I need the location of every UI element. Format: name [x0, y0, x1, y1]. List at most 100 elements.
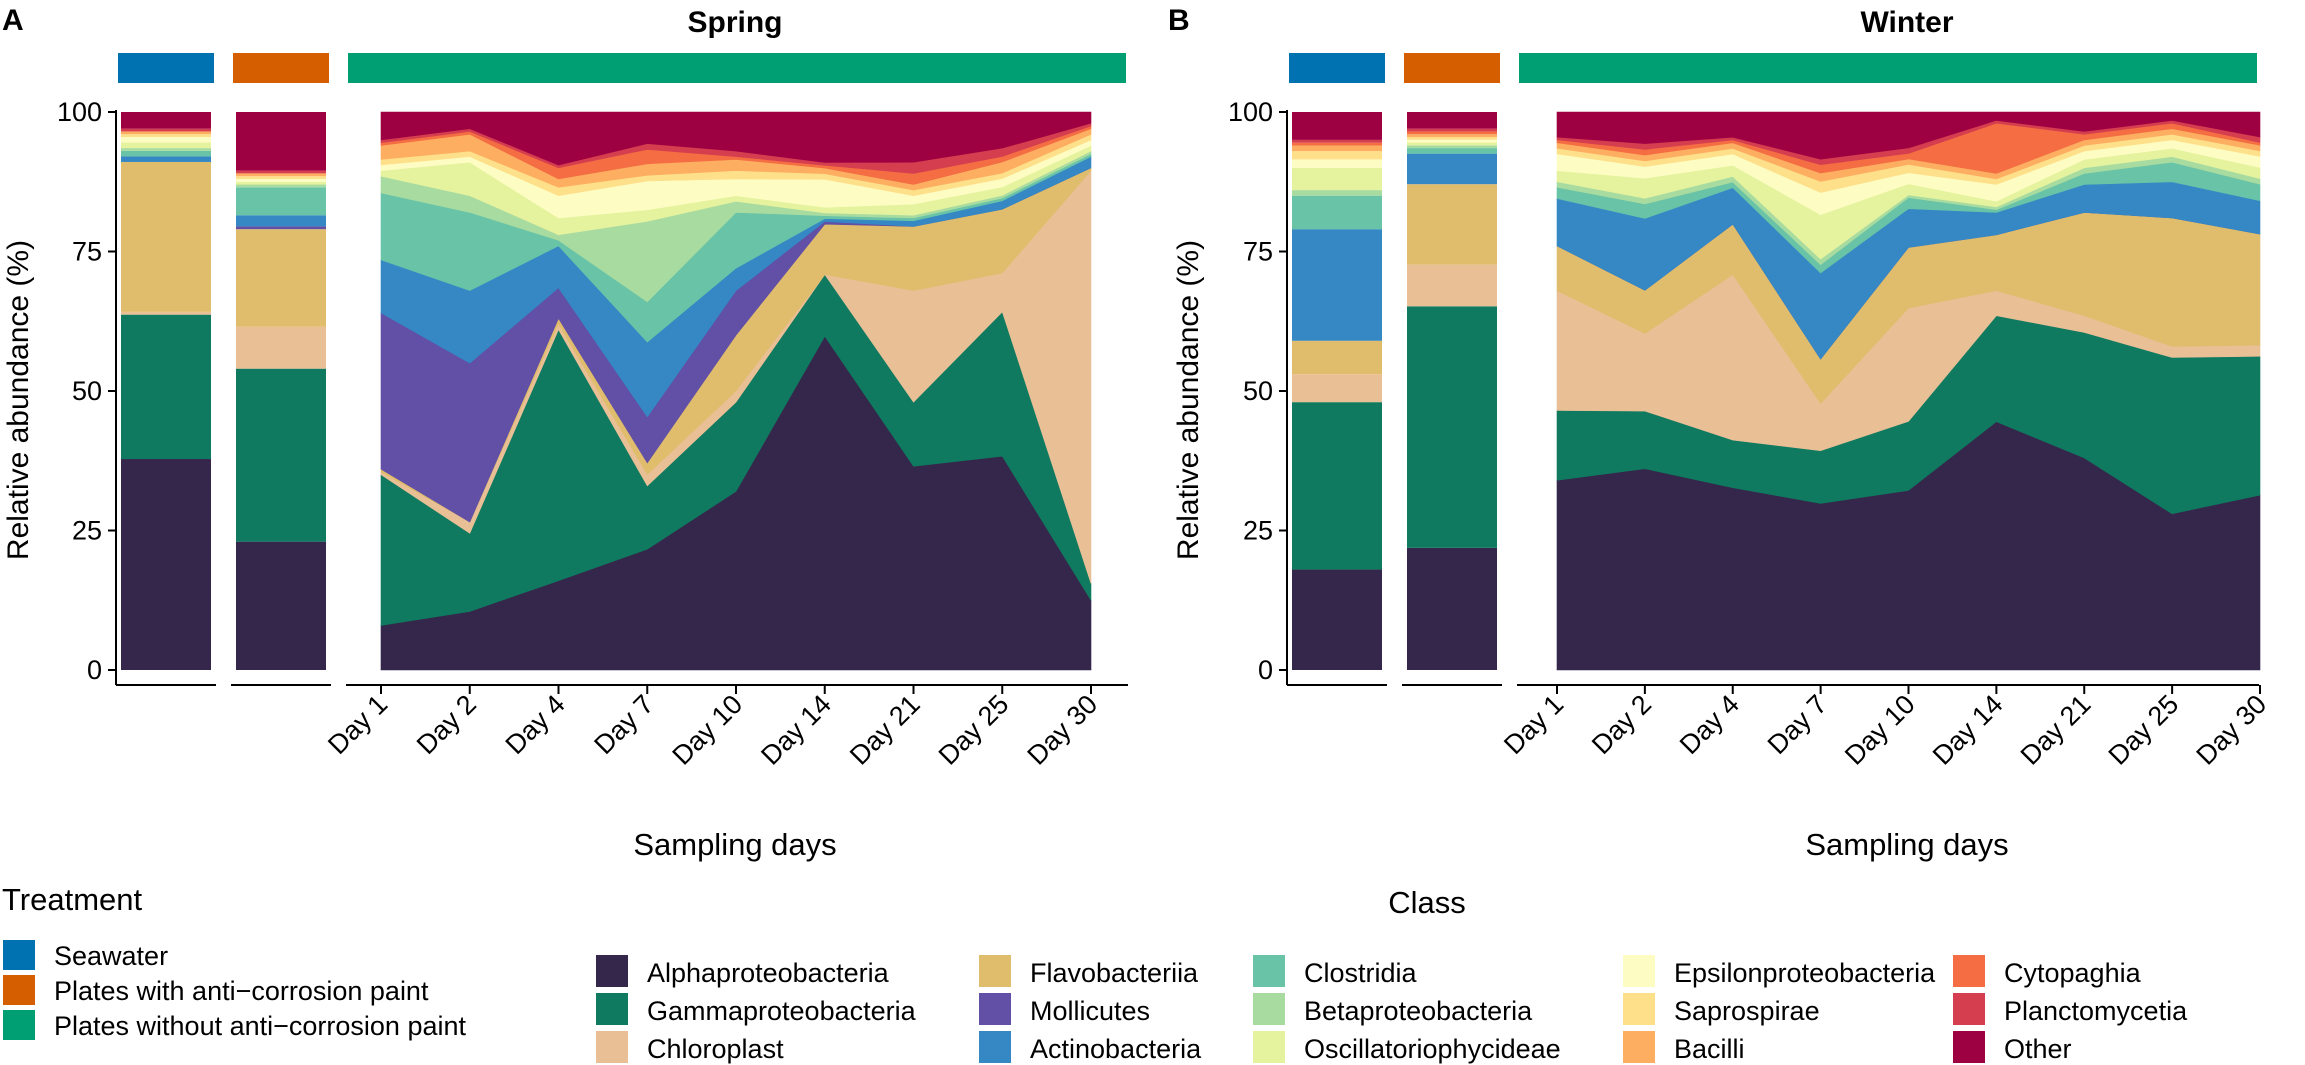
bar-seawater-clostridia — [1292, 195, 1382, 230]
strip-unpainted-b — [1519, 53, 2257, 83]
legend-label-class: Cytopaghia — [2004, 958, 2142, 988]
bar-painted-oscillatoriophycideae — [1407, 142, 1497, 146]
bar-seawater-planctomycetia — [1292, 139, 1382, 143]
bar-seawater-clostridia — [121, 150, 211, 157]
bar-seawater-saprospirae — [121, 134, 211, 137]
bar-painted-gammaproteobacteria — [1407, 306, 1497, 548]
x-tick-label: Day 14 — [755, 689, 837, 771]
bar-seawater-planctomycetia — [121, 128, 211, 132]
legend-label-class: Saprospirae — [1674, 996, 1820, 1026]
y-tick-label: 50 — [72, 376, 102, 406]
bar-painted-clostridia — [1407, 148, 1497, 154]
bar-painted-oscillatoriophycideae — [236, 181, 326, 185]
legend-key-class — [1623, 993, 1655, 1025]
bar-seawater-cytopaghia — [1292, 142, 1382, 146]
x-tick-label: Day 14 — [1927, 689, 2009, 771]
bar-seawater-betaproteobacteria — [1292, 190, 1382, 196]
bar-seawater-saprospirae — [1292, 151, 1382, 160]
areas-winter — [1556, 111, 2261, 671]
legend-label-class: Gammaproteobacteria — [647, 996, 917, 1026]
bar-painted-saprospirae — [236, 176, 326, 179]
y-tick-label: 25 — [1243, 516, 1273, 546]
panel-title-spring: Spring — [688, 6, 783, 39]
bar-painted-clostridia — [236, 187, 326, 216]
bar-painted-flavobacteriia — [236, 229, 326, 327]
legend-treatment-title: Treatment — [2, 882, 143, 917]
bar-painted-epsilonproteobacteria — [1407, 139, 1497, 143]
legend-label-class: Betaproteobacteria — [1304, 996, 1533, 1026]
legend-class-items: Alphaproteobacteria Gammaproteobacteria Ch… — [596, 955, 2188, 1064]
legend-key-treatment — [3, 1010, 35, 1040]
x-tick-label: Day 1 — [1498, 689, 1569, 760]
x-tick-label: Day 25 — [933, 689, 1015, 771]
bars-winter — [1292, 112, 1497, 670]
bar-painted-betaproteobacteria — [1407, 145, 1497, 149]
x-axis-title-b: Sampling days — [1805, 827, 2008, 862]
x-tick-label: Day 10 — [667, 689, 749, 771]
bar-seawater-other — [1292, 112, 1382, 140]
legend-label-class: Other — [2004, 1034, 2072, 1064]
legend-label-class: Alphaproteobacteria — [647, 958, 890, 988]
x-tick-label: Day 21 — [844, 689, 926, 771]
strip-seawater-b — [1289, 53, 1385, 83]
y-tick-label: 75 — [1243, 237, 1273, 267]
legend-key-class — [979, 1031, 1011, 1063]
y-tick-label: 100 — [57, 97, 102, 127]
y-axis-title-a: Relative abundance (%) — [2, 240, 35, 560]
panel-title-winter: Winter — [1860, 6, 1953, 39]
y-axis-title-b: Relative abundance (%) — [1172, 240, 1205, 560]
bar-painted-planctomycetia — [1407, 128, 1497, 132]
legend-key-class — [1953, 1031, 1985, 1063]
bar-painted-alphaproteobacteria — [1407, 547, 1497, 670]
y-tick-label: 25 — [72, 516, 102, 546]
legend-label-class: Actinobacteria — [1030, 1034, 1202, 1064]
x-tick-label: Day 30 — [2191, 689, 2273, 771]
legend-key-class — [1623, 1031, 1655, 1063]
bar-painted-other — [236, 112, 326, 171]
x-axis-title-a: Sampling days — [633, 827, 836, 862]
bar-seawater-oscillatoriophycideae — [121, 142, 211, 149]
bar-painted-alphaproteobacteria — [236, 541, 326, 670]
bar-painted-cytopaghia — [1407, 131, 1497, 135]
x-tick-label: Day 4 — [500, 689, 571, 760]
bar-seawater-chloroplast — [121, 311, 211, 315]
x-tick-label: Day 10 — [1839, 689, 1921, 771]
legend-key-class — [979, 955, 1011, 987]
y-tick-label: 0 — [1258, 655, 1273, 685]
bar-painted-bacilli — [1407, 134, 1497, 137]
legend-label-class: Chloroplast — [647, 1034, 784, 1064]
x-ticks-spring: Day 1 Day 2 Day 4 Day 7 Day 10 Day 14 Day 21 Da… — [322, 685, 1103, 771]
bar-seawater-gammaproteobacteria — [1292, 402, 1382, 570]
legend-label-class: Oscillatoriophycideae — [1304, 1034, 1561, 1064]
legend-key-class — [596, 993, 628, 1025]
bar-seawater-flavobacteriia — [1292, 340, 1382, 375]
bar-painted-bacilli — [236, 173, 326, 177]
legend-label-treatment: Plates with anti−corrosion paint — [54, 976, 429, 1006]
legend-key-class — [1253, 955, 1285, 987]
legend-key-class — [596, 955, 628, 987]
bar-seawater-gammaproteobacteria — [121, 314, 211, 460]
bar-seawater-actinobacteria — [1292, 229, 1382, 341]
y-tick-label: 75 — [72, 237, 102, 267]
x-tick-label: Day 2 — [411, 689, 482, 760]
legend-class: Class Alphaproteobacteria Gammaproteobact… — [596, 885, 2188, 1064]
x-tick-label: Day 7 — [1762, 689, 1833, 760]
bar-painted-chloroplast — [1407, 264, 1497, 307]
bar-seawater-betaproteobacteria — [121, 148, 211, 151]
x-tick-label: Day 21 — [2015, 689, 2097, 771]
legend-key-class — [596, 1031, 628, 1063]
x-tick-label: Day 4 — [1674, 689, 1745, 760]
area-other — [380, 111, 1092, 166]
bar-painted-gammaproteobacteria — [236, 368, 326, 542]
bar-painted-actinobacteria — [1407, 153, 1497, 185]
strip-painted-a — [233, 53, 329, 83]
legend-label-class: Bacilli — [1674, 1034, 1745, 1064]
bar-seawater-epsilonproteobacteria — [121, 136, 211, 143]
legend-label-class: Mollicutes — [1030, 996, 1150, 1026]
legend-label-treatment: Seawater — [54, 941, 168, 971]
x-tick-label: Day 30 — [1022, 689, 1104, 771]
y-tick-label: 0 — [87, 655, 102, 685]
area-other — [1556, 111, 2261, 160]
strip-unpainted-a — [348, 53, 1126, 83]
